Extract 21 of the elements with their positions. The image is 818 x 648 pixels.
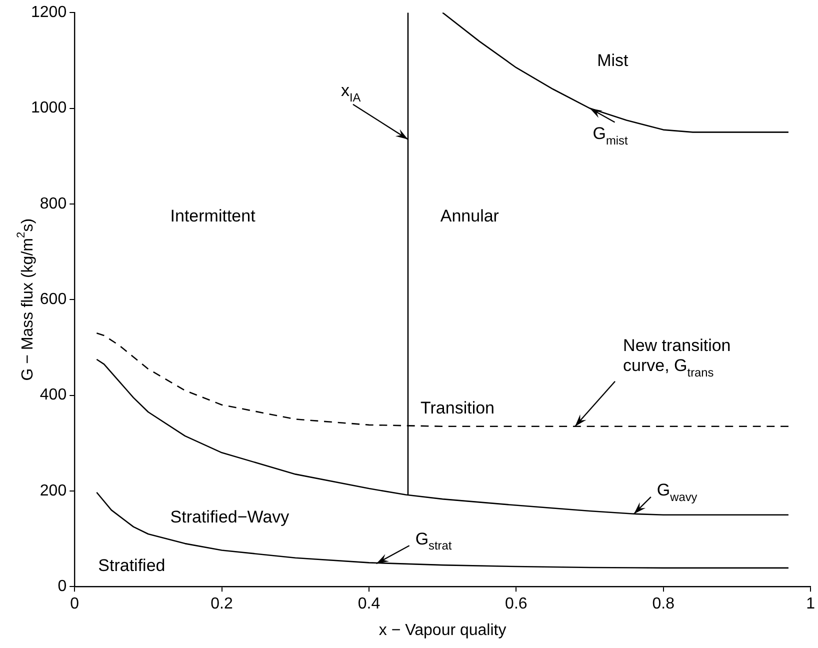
y-tick-label: 800 xyxy=(40,195,67,212)
annotation: Stratified−Wavy xyxy=(170,507,290,526)
annotation: Mist xyxy=(597,51,629,70)
y-tick-label: 1000 xyxy=(31,100,67,117)
y-tick-label: 0 xyxy=(58,578,67,596)
x-tick-label: 0.8 xyxy=(652,596,675,613)
x-tick-label: 0.6 xyxy=(505,596,528,613)
x-tick-label: 0.4 xyxy=(358,596,380,613)
x-tick-label: 1 xyxy=(806,596,816,613)
annotation: Annular xyxy=(440,206,500,226)
y-tick-label: 1200 xyxy=(31,4,67,22)
y-tick-label: 200 xyxy=(40,482,67,500)
y-tick-label: 600 xyxy=(40,291,67,308)
y-tick-label: 400 xyxy=(40,386,67,404)
x-tick-label: 0.2 xyxy=(210,596,234,613)
annotation: Stratified xyxy=(98,556,166,576)
x-tick-label: 0 xyxy=(70,596,80,613)
annotation: Intermittent xyxy=(170,206,256,226)
x-axis-title: x − Vapour quality xyxy=(378,622,506,639)
annotation: Transition xyxy=(420,398,495,418)
y-axis-title: G − Mass flux (kg/m2s) xyxy=(16,218,36,381)
